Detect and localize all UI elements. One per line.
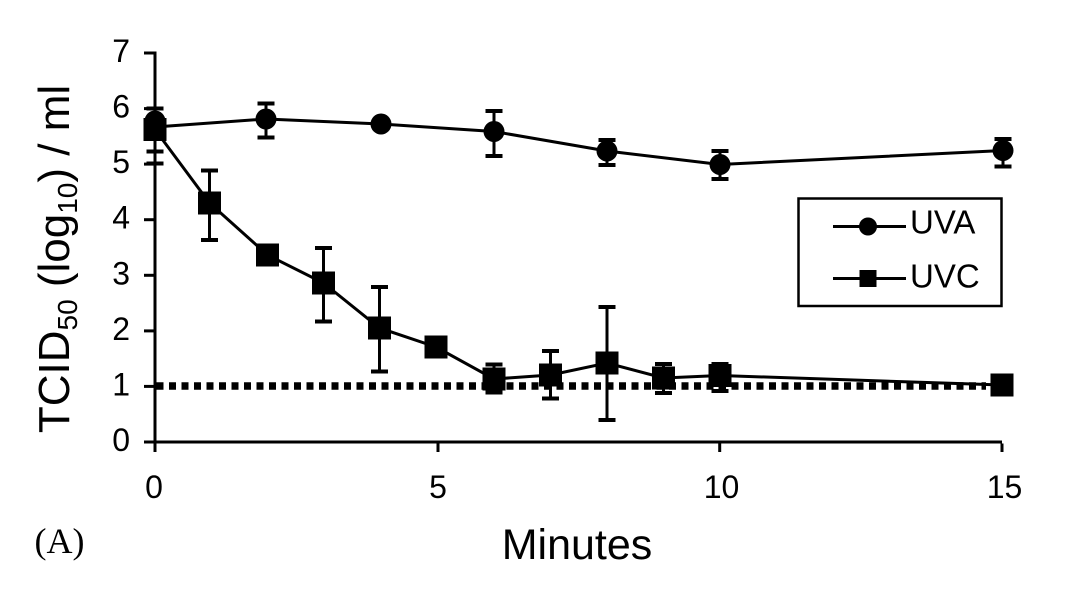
svg-text:10: 10	[704, 469, 740, 505]
svg-text:UVC: UVC	[910, 258, 980, 295]
svg-text:6: 6	[112, 89, 130, 125]
svg-text:(A): (A)	[35, 521, 85, 561]
svg-text:TCID50 (log10) / ml: TCID50 (log10) / ml	[30, 85, 83, 433]
svg-text:5: 5	[429, 469, 447, 505]
svg-text:7: 7	[112, 33, 130, 69]
svg-text:Minutes: Minutes	[502, 521, 653, 569]
svg-text:3: 3	[112, 255, 130, 291]
svg-text:4: 4	[112, 200, 130, 236]
svg-text:UVA: UVA	[910, 204, 975, 241]
svg-text:2: 2	[112, 311, 130, 347]
svg-text:0: 0	[112, 422, 130, 458]
svg-text:1: 1	[112, 366, 130, 402]
svg-text:5: 5	[112, 144, 130, 180]
svg-text:15: 15	[987, 469, 1023, 505]
svg-text:0: 0	[145, 469, 163, 505]
